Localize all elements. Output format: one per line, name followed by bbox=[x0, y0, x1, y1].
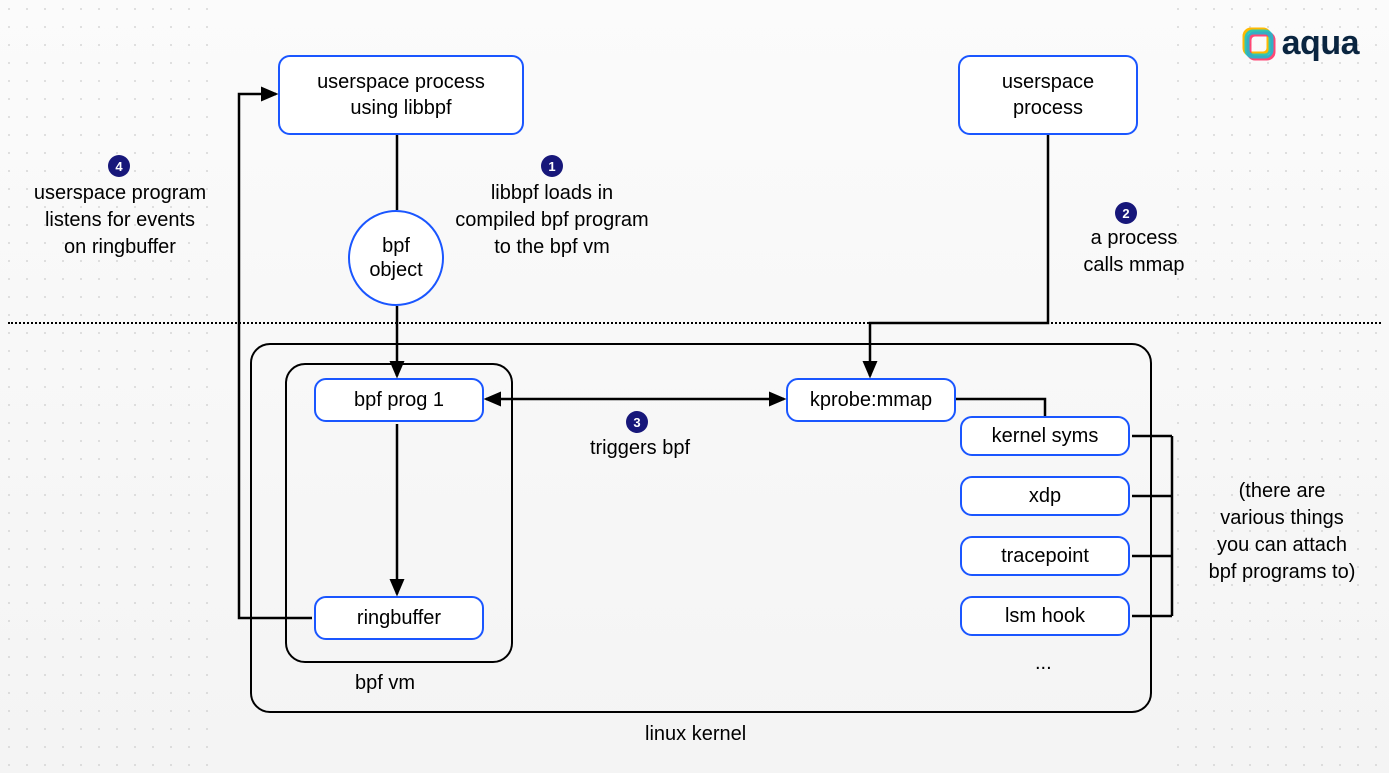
node-label: tracepoint bbox=[1001, 543, 1089, 569]
diagram-canvas: aqua userspace processusing libbpf users… bbox=[0, 0, 1389, 773]
userspace-kernel-divider bbox=[8, 322, 1381, 324]
node-userspace-libbpf: userspace processusing libbpf bbox=[278, 55, 524, 135]
bpf-vm-caption: bpf vm bbox=[355, 670, 415, 697]
badge-1: 1 bbox=[541, 155, 563, 177]
bg-dots-right bbox=[1169, 0, 1389, 773]
node-kernel-syms: kernel syms bbox=[960, 416, 1130, 456]
node-lsm-hook: lsm hook bbox=[960, 596, 1130, 636]
node-label: xdp bbox=[1029, 483, 1061, 509]
annotation-3-text: triggers bpf bbox=[580, 435, 700, 462]
node-ringbuffer: ringbuffer bbox=[314, 596, 484, 640]
annotation-5-text: (there arevarious thingsyou can attachbp… bbox=[1192, 478, 1372, 586]
linux-kernel-caption: linux kernel bbox=[645, 721, 746, 748]
node-tracepoint: tracepoint bbox=[960, 536, 1130, 576]
annotation-2-text: a processcalls mmap bbox=[1074, 225, 1194, 279]
node-label: userspaceprocess bbox=[1002, 69, 1094, 121]
node-bpf-object: bpfobject bbox=[348, 210, 444, 306]
bg-dots-left bbox=[0, 0, 220, 773]
aqua-logo-text: aqua bbox=[1282, 24, 1359, 63]
node-label: lsm hook bbox=[1005, 603, 1085, 629]
arrow-process-to-kprobe bbox=[870, 135, 1048, 376]
aqua-logo-icon bbox=[1242, 27, 1276, 61]
node-bpf-prog1: bpf prog 1 bbox=[314, 378, 484, 422]
node-kprobe: kprobe:mmap bbox=[786, 378, 956, 422]
node-label: bpfobject bbox=[369, 234, 422, 282]
node-userspace-process: userspaceprocess bbox=[958, 55, 1138, 135]
node-label: kprobe:mmap bbox=[810, 387, 932, 413]
node-label: kernel syms bbox=[992, 423, 1099, 449]
badge-4: 4 bbox=[108, 155, 130, 177]
node-xdp: xdp bbox=[960, 476, 1130, 516]
node-label: ringbuffer bbox=[357, 605, 441, 631]
annotation-1-text: libbpf loads incompiled bpf programto th… bbox=[447, 180, 657, 261]
badge-2: 2 bbox=[1115, 202, 1137, 224]
badge-3: 3 bbox=[626, 411, 648, 433]
node-label: bpf prog 1 bbox=[354, 387, 444, 413]
annotation-4-text: userspace programlistens for eventson ri… bbox=[20, 180, 220, 261]
aqua-logo: aqua bbox=[1242, 24, 1359, 63]
node-ellipsis: ... bbox=[1035, 650, 1052, 677]
node-label: userspace processusing libbpf bbox=[317, 69, 485, 121]
